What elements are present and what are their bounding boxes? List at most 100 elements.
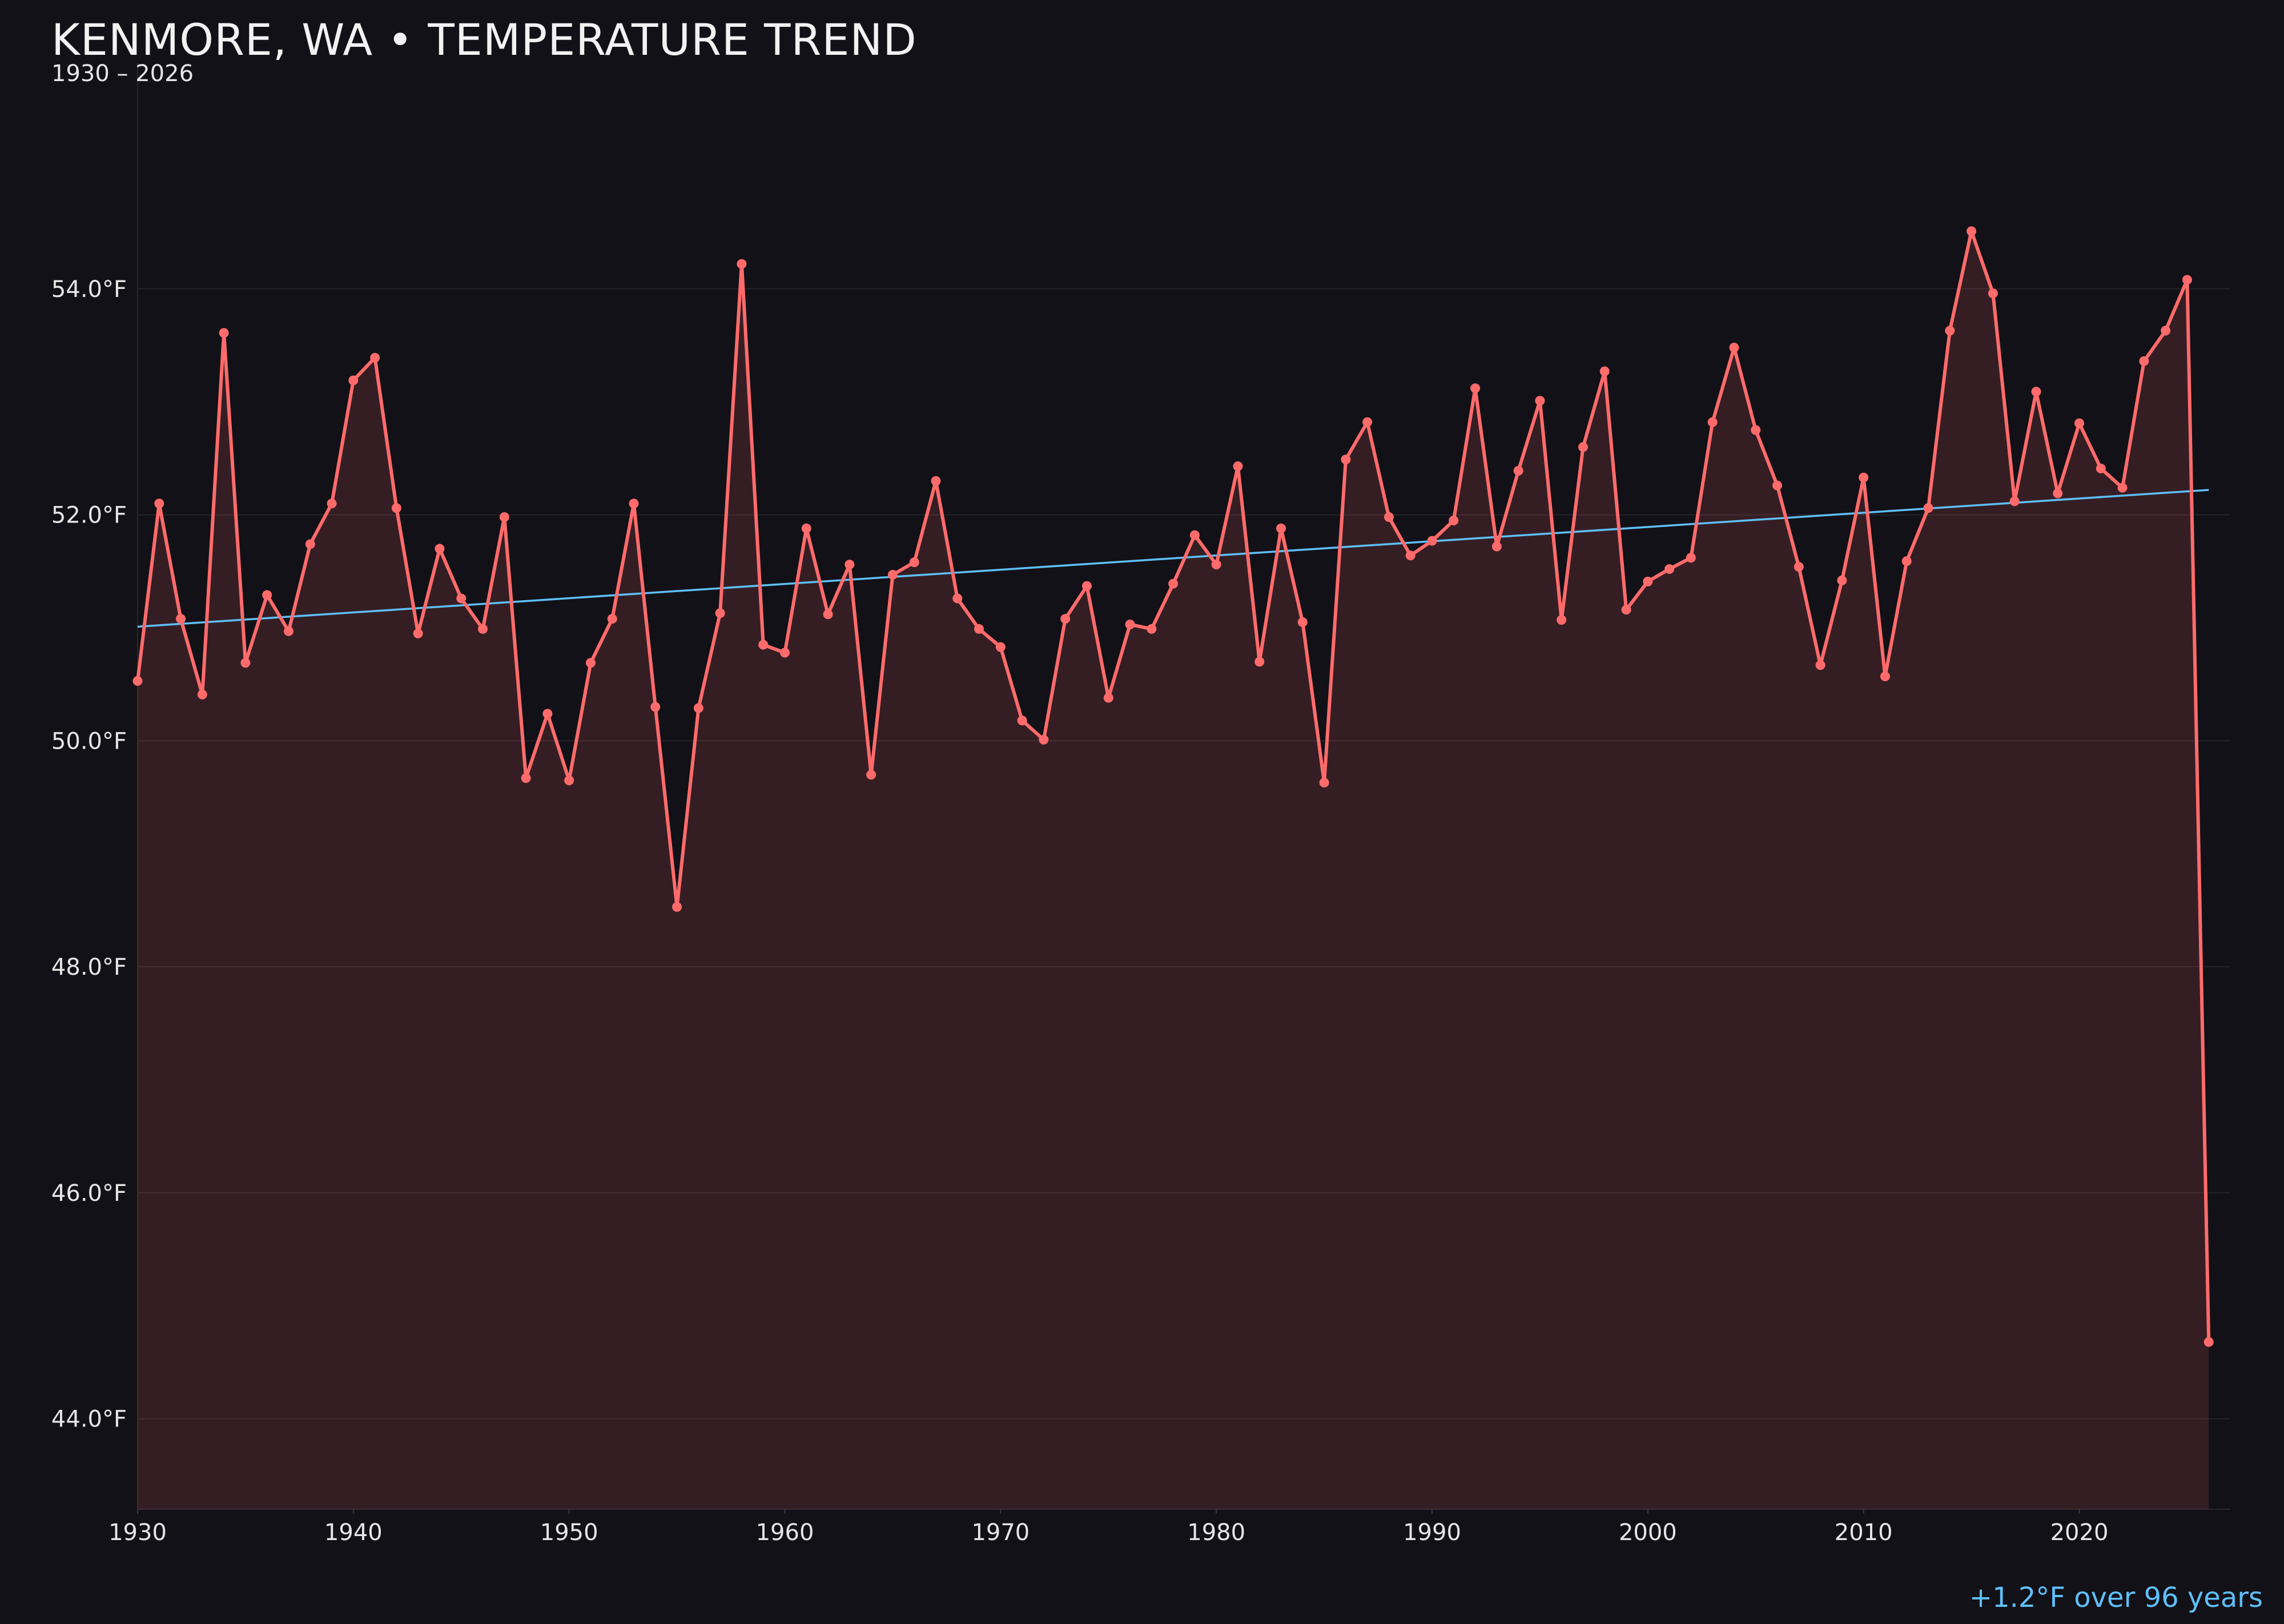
x-axis-ticks: 1930 1940 1950 1960 1970 1980 1990 2000 2010 2020	[108, 1509, 2108, 1546]
data-point	[1060, 614, 1071, 624]
data-point	[2053, 488, 2063, 499]
data-point	[1081, 581, 1092, 591]
data-point	[1384, 512, 1394, 522]
data-point	[305, 539, 315, 549]
data-point	[1276, 523, 1286, 533]
data-point	[1557, 615, 1567, 625]
data-point	[391, 503, 401, 513]
data-point	[1039, 734, 1049, 745]
data-point	[887, 569, 898, 580]
trend-layer	[137, 489, 2209, 628]
x-tick-label: 2010	[1835, 1520, 1893, 1546]
data-point	[1643, 576, 1653, 586]
data-point	[2182, 275, 2192, 285]
data-point	[1837, 575, 1847, 585]
data-point	[1470, 383, 1481, 393]
data-point	[1859, 472, 1869, 483]
data-point	[283, 626, 293, 636]
x-tick-label: 1930	[108, 1520, 167, 1546]
x-tick-label: 1990	[1403, 1520, 1461, 1546]
data-point	[2139, 356, 2149, 366]
data-point	[737, 259, 747, 269]
data-point	[845, 560, 855, 570]
data-point	[1254, 657, 1265, 667]
data-point	[435, 544, 445, 554]
y-tick-label: 48.0°F	[51, 954, 127, 980]
y-tick-label: 44.0°F	[51, 1406, 127, 1433]
chart-title: KENMORE, WA • TEMPERATURE TREND	[51, 14, 917, 65]
series-area-fill	[138, 231, 2209, 1510]
data-point	[1772, 480, 1783, 491]
data-point	[564, 775, 574, 786]
trend-annotation: +1.2°F over 96 years	[1969, 1582, 2263, 1614]
data-point	[2009, 496, 2020, 507]
data-point	[1578, 442, 1588, 452]
data-point	[1513, 465, 1523, 476]
data-point	[909, 557, 919, 568]
data-point	[499, 512, 509, 522]
data-point	[1967, 226, 1977, 236]
data-point	[413, 628, 423, 638]
data-point	[607, 614, 617, 624]
data-point	[176, 614, 186, 624]
data-point	[456, 593, 467, 604]
data-point	[931, 476, 941, 486]
data-point	[542, 709, 553, 719]
data-point	[1923, 503, 1933, 513]
data-point	[650, 702, 661, 712]
data-point	[1125, 620, 1135, 630]
data-point	[1405, 550, 1416, 561]
data-point	[693, 703, 703, 713]
y-axis-ticks: 44.0°F 46.0°F 48.0°F 50.0°F 52.0°F 54.0°F	[51, 276, 127, 1433]
y-tick-label: 46.0°F	[51, 1180, 127, 1207]
data-point	[1491, 541, 1502, 552]
data-point	[1794, 562, 1804, 572]
axis-layer	[137, 63, 2230, 1510]
x-tick-label: 1950	[540, 1520, 598, 1546]
data-point	[780, 648, 790, 658]
data-point	[1535, 396, 1545, 406]
data-point	[1147, 624, 1157, 634]
chart-subtitle: 1930 – 2026	[51, 61, 194, 87]
data-point	[1103, 693, 1113, 703]
data-point	[585, 658, 596, 668]
x-tick-label: 1970	[971, 1520, 1030, 1546]
grid-layer	[138, 288, 2230, 1420]
data-point	[262, 590, 272, 600]
data-point	[1664, 564, 1675, 574]
x-tick-label: 2000	[1619, 1520, 1677, 1546]
data-point	[370, 352, 380, 363]
data-point	[1599, 366, 1610, 376]
marker-layer	[132, 226, 2214, 1347]
data-point	[1168, 578, 1179, 589]
data-point	[758, 640, 769, 650]
data-point	[801, 523, 811, 533]
data-point	[348, 375, 359, 385]
x-tick-label: 1940	[324, 1520, 383, 1546]
data-point	[1017, 715, 1027, 726]
data-point	[823, 609, 833, 620]
y-tick-label: 50.0°F	[51, 728, 127, 754]
data-point	[2074, 418, 2085, 428]
data-point	[1189, 530, 1200, 540]
data-point	[478, 624, 488, 634]
data-point	[866, 770, 876, 780]
data-point	[1341, 455, 1351, 465]
area-layer	[138, 231, 2209, 1510]
data-point	[2161, 325, 2171, 336]
data-point	[1880, 672, 1890, 682]
data-point	[327, 499, 337, 509]
data-point	[240, 658, 251, 668]
x-tick-label: 2020	[2050, 1520, 2109, 1546]
data-point	[2031, 387, 2041, 397]
data-point	[1729, 343, 1739, 353]
data-point	[197, 689, 207, 700]
trend-line	[137, 489, 2209, 628]
y-tick-label: 52.0°F	[51, 503, 127, 529]
data-point	[1901, 556, 1912, 566]
data-point	[1449, 515, 1459, 525]
data-point	[219, 328, 229, 338]
data-point	[995, 642, 1006, 652]
data-point	[1621, 605, 1631, 615]
